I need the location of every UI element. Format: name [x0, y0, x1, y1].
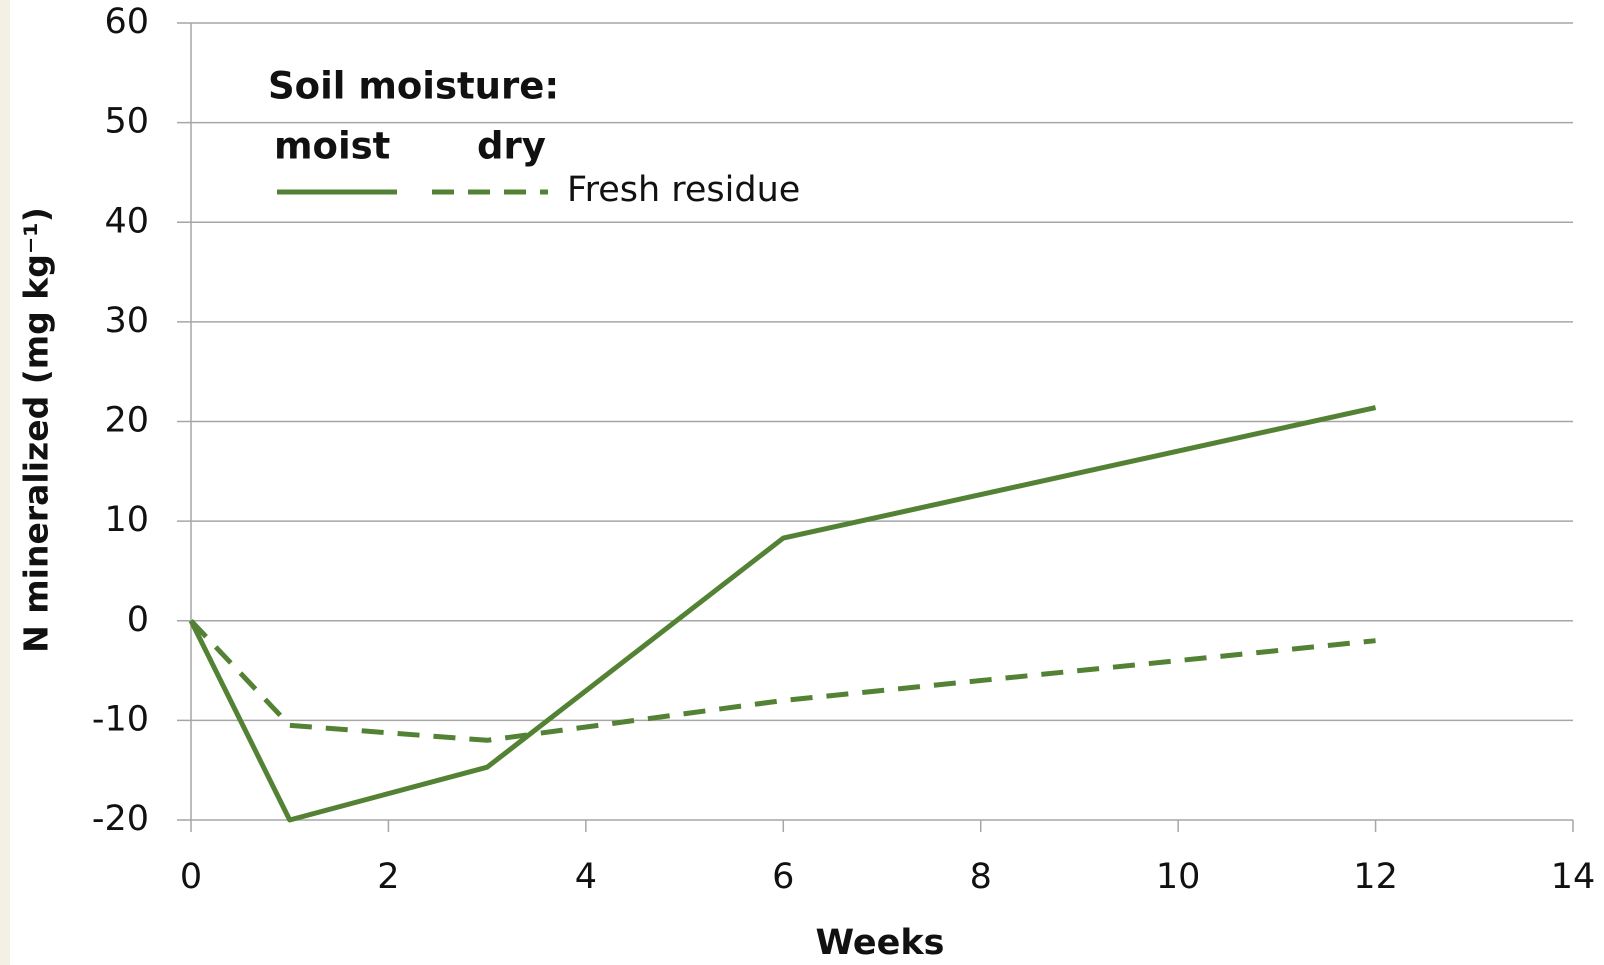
edge-strip: [0, 0, 10, 965]
y-tick-label: 40: [104, 201, 149, 241]
y-tick-label: 50: [104, 102, 149, 142]
legend-title: Soil moisture:: [268, 65, 559, 108]
x-tick-label: 10: [1156, 857, 1201, 897]
series-line: [191, 621, 1376, 741]
x-tick-label: 0: [180, 857, 202, 897]
legend-label: dry: [477, 125, 546, 168]
chart: Weeks N mineralized (mg kg⁻¹) Soil moist…: [0, 0, 1604, 965]
series-line: [191, 408, 1376, 820]
x-tick-label: 4: [575, 857, 597, 897]
y-axis-label: N mineralized (mg kg⁻¹): [17, 207, 56, 653]
x-tick-label: 6: [772, 857, 794, 897]
x-tick-label: 12: [1353, 857, 1398, 897]
page: Weeks N mineralized (mg kg⁻¹) Soil moist…: [0, 0, 1604, 965]
y-tick-label: 60: [104, 2, 149, 42]
y-tick-label: 20: [104, 401, 149, 441]
y-tick-label: -20: [92, 799, 149, 839]
y-tick-label: 10: [104, 500, 149, 540]
x-tick-label: 14: [1551, 857, 1596, 897]
y-tick-label: -10: [92, 699, 149, 739]
legend-label: moist: [274, 125, 390, 168]
y-tick-label: 0: [127, 600, 149, 640]
x-axis-label: Weeks: [816, 923, 945, 963]
x-tick-label: 2: [377, 857, 399, 897]
legend-row-label: Fresh residue: [567, 170, 800, 210]
x-tick-label: 8: [970, 857, 992, 897]
y-tick-label: 30: [104, 301, 149, 341]
